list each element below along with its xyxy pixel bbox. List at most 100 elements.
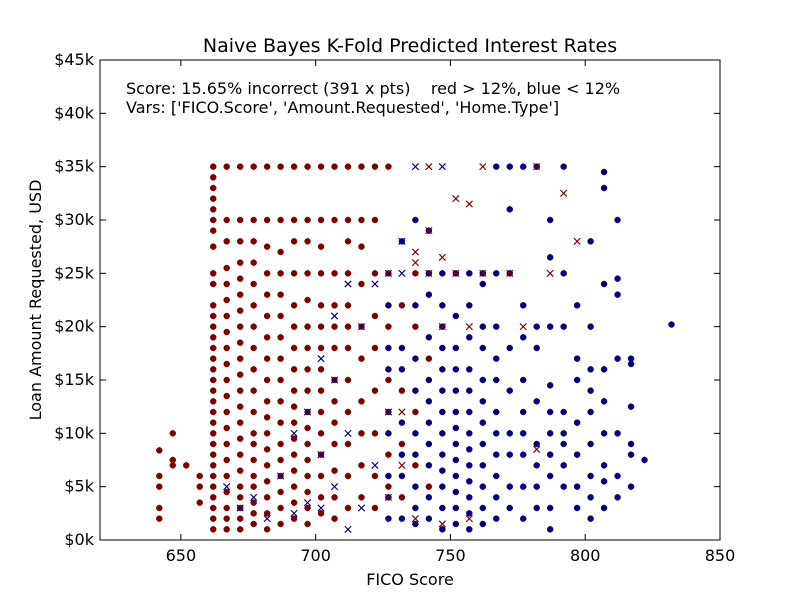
annotation-score: Score: 15.65% incorrect (391 x pts) red …	[126, 79, 620, 98]
data-point-dot	[425, 440, 433, 448]
data-point-dot	[493, 472, 500, 480]
data-point-x	[452, 195, 460, 203]
plot-area	[156, 163, 675, 533]
y-tick-label: $45k	[54, 50, 95, 69]
data-point-dot	[358, 398, 365, 405]
x-tick-label: 700	[300, 546, 331, 565]
data-point-dot	[398, 494, 406, 501]
data-point-dot	[385, 344, 392, 352]
data-point-dot	[236, 387, 244, 394]
data-point-dot	[519, 430, 527, 437]
x-axis: 650 700 750 800 850	[166, 60, 735, 565]
data-point-dot	[573, 376, 581, 384]
data-point-dot	[425, 291, 433, 298]
data-point-dot	[519, 451, 527, 458]
data-point-dot	[304, 270, 311, 277]
data-point-dot	[236, 515, 244, 522]
data-point-dot	[452, 387, 460, 394]
data-point-x	[465, 515, 473, 523]
data-point-dot	[452, 424, 460, 432]
data-point-dot	[236, 291, 244, 298]
data-point-x	[317, 451, 325, 459]
data-point-dot	[317, 302, 325, 309]
data-point-dot	[358, 280, 365, 288]
data-point-dot	[587, 323, 594, 330]
data-point-dot	[398, 419, 406, 426]
data-point-dot	[263, 334, 271, 341]
data-point-dot	[331, 163, 338, 170]
data-point-dot	[546, 216, 554, 224]
data-point-dot	[304, 456, 311, 464]
data-point-dot	[371, 312, 379, 320]
data-point-dot	[223, 456, 230, 464]
data-point-dot	[317, 243, 325, 250]
data-point-dot	[371, 344, 379, 352]
data-point-dot	[223, 376, 230, 384]
data-point-dot	[546, 526, 554, 533]
data-point-x	[425, 227, 433, 235]
data-point-x	[438, 520, 446, 528]
data-point-x	[303, 408, 312, 416]
data-point-dot	[317, 344, 325, 352]
data-point-x	[411, 259, 420, 267]
data-point-dot	[317, 387, 325, 394]
data-point-dot	[385, 376, 392, 384]
data-point-dot	[277, 504, 284, 512]
data-point-dot	[236, 238, 244, 245]
data-point-dot	[533, 323, 540, 330]
data-point-dot	[506, 504, 513, 512]
data-point-x	[236, 504, 244, 512]
data-point-dot	[398, 451, 406, 458]
data-point-dot	[263, 163, 271, 170]
data-point-dot	[263, 478, 271, 485]
data-point-dot	[587, 408, 594, 416]
data-point-dot	[358, 243, 365, 250]
data-point-x	[506, 269, 514, 277]
data-point-dot	[398, 302, 406, 309]
y-tick-label: $25k	[54, 263, 95, 282]
data-point-dot	[223, 504, 230, 512]
data-point-dot	[277, 312, 284, 320]
data-point-dot	[358, 355, 365, 362]
data-point-dot	[385, 515, 392, 522]
data-point-dot	[236, 339, 244, 346]
data-point-dot	[236, 307, 244, 314]
data-point-x	[290, 429, 298, 437]
data-point-x	[479, 269, 487, 277]
data-point-dot	[277, 163, 284, 170]
y-tick-label: $20k	[54, 317, 95, 336]
data-point-dot	[331, 270, 338, 277]
data-point-dot	[209, 526, 217, 533]
data-point-dot	[344, 440, 352, 448]
data-point-dot	[493, 323, 500, 330]
data-point-dot	[317, 510, 325, 517]
data-point-x	[344, 525, 352, 533]
data-point-dot	[371, 270, 379, 277]
data-point-dot	[466, 366, 473, 373]
data-point-dot	[600, 184, 608, 192]
data-point-dot	[560, 440, 567, 448]
data-point-dot	[223, 392, 230, 400]
data-point-dot	[236, 435, 244, 442]
data-point-dot	[439, 504, 446, 512]
data-point-dot	[546, 323, 554, 330]
data-point-dot	[560, 430, 567, 437]
data-point-dot	[223, 312, 230, 320]
data-point-dot	[479, 419, 487, 426]
data-point-dot	[371, 216, 379, 224]
data-point-dot	[277, 270, 284, 277]
data-point-dot	[331, 494, 338, 501]
data-point-dot	[506, 430, 513, 437]
data-point-dot	[263, 312, 271, 320]
data-point-dot	[412, 430, 419, 437]
data-point-dot	[466, 408, 473, 416]
data-point-dot	[209, 312, 217, 320]
data-point-dot	[412, 387, 419, 394]
data-point-dot	[277, 488, 284, 496]
data-point-dot	[223, 216, 230, 224]
data-point-x	[573, 237, 581, 245]
data-point-dot	[358, 163, 365, 170]
data-point-dot	[304, 216, 311, 224]
data-point-dot	[290, 435, 298, 442]
data-point-dot	[371, 163, 379, 170]
